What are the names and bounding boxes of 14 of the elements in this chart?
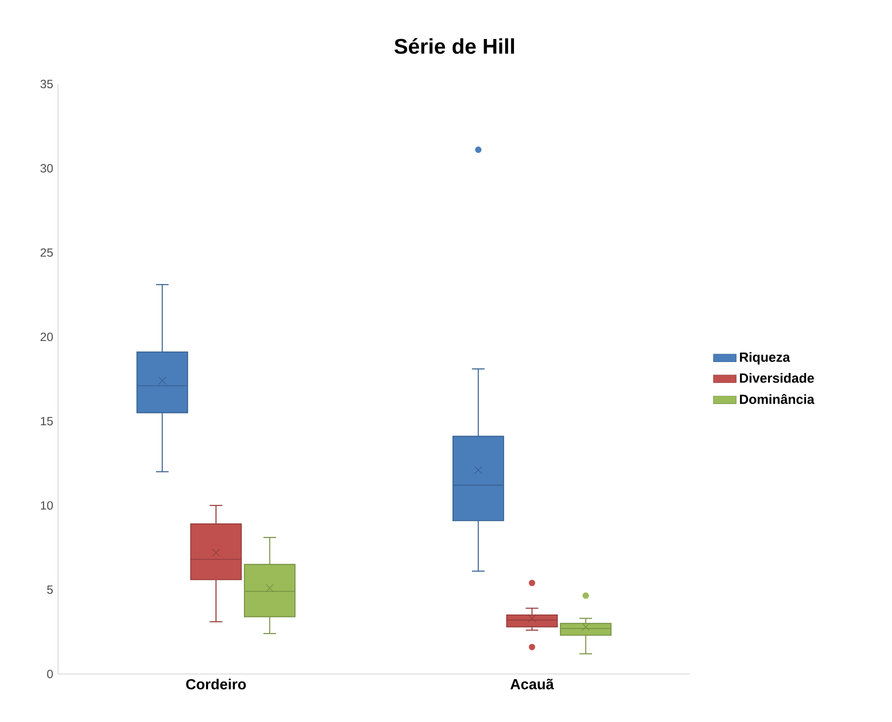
y-tick-label: 35	[40, 80, 53, 88]
y-tick-label: 5	[47, 586, 53, 594]
legend-label: Riqueza	[740, 352, 790, 365]
y-tick-label: 10	[40, 501, 53, 510]
legend-label: Dominância	[740, 394, 814, 404]
y-tick-label: 0	[47, 670, 53, 678]
y-tick-label: 30	[40, 164, 53, 173]
x-tick-label: Cordeiro	[186, 678, 246, 690]
legend-label: Diversidade	[740, 373, 814, 383]
y-tick-label: 25	[40, 248, 53, 257]
y-tick-label: 20	[40, 332, 53, 342]
y-tick-label: 15	[40, 416, 53, 426]
chart-title: Série de Hill	[394, 38, 514, 54]
x-tick-label: Acauã	[510, 678, 554, 690]
